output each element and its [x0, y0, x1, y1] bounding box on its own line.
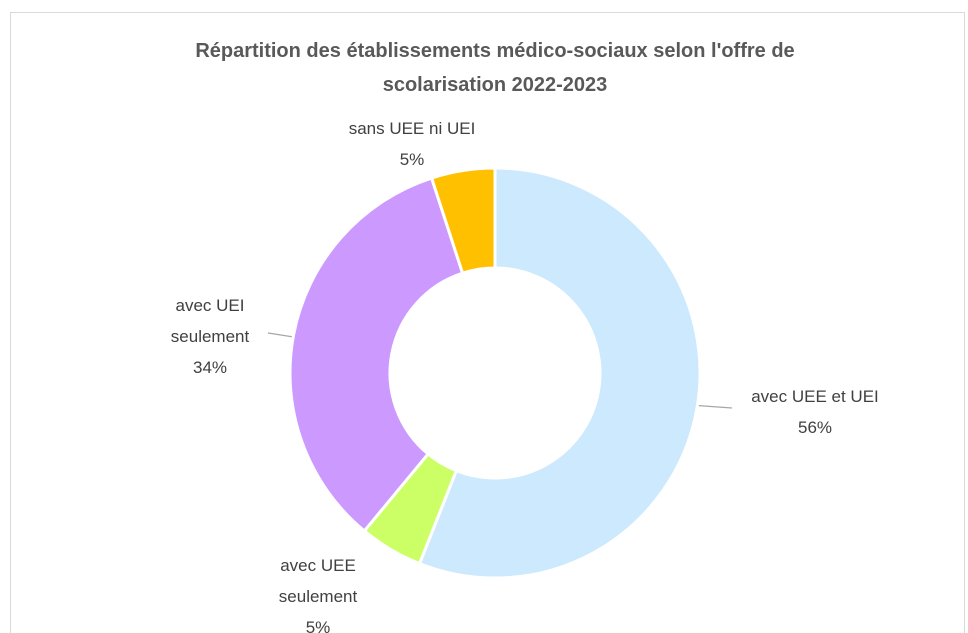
category-label: sans UEE ni UEI [348, 119, 476, 138]
slice-label: avec UEI seulement 34% [150, 290, 270, 383]
value-label: 56% [797, 418, 833, 437]
slice-label: avec UEE et UEI 56% [715, 381, 915, 443]
category-label: avec UEE et UEI [751, 387, 879, 406]
donut-slice [417, 166, 702, 580]
slice-label: avec UEE seulement 5% [258, 550, 378, 633]
category-label: avec UEE seulement [278, 556, 358, 606]
slice-label: sans UEE ni UEI 5% [312, 113, 512, 175]
donut-slice [288, 176, 465, 534]
chart-title: Répartition des établissements médico-so… [195, 40, 795, 96]
chart-frame [10, 12, 965, 633]
value-label: 5% [305, 618, 331, 633]
value-label: 5% [399, 150, 425, 169]
donut-slice [429, 166, 497, 276]
category-label: avec UEI seulement [170, 296, 250, 346]
value-label: 34% [192, 358, 228, 377]
